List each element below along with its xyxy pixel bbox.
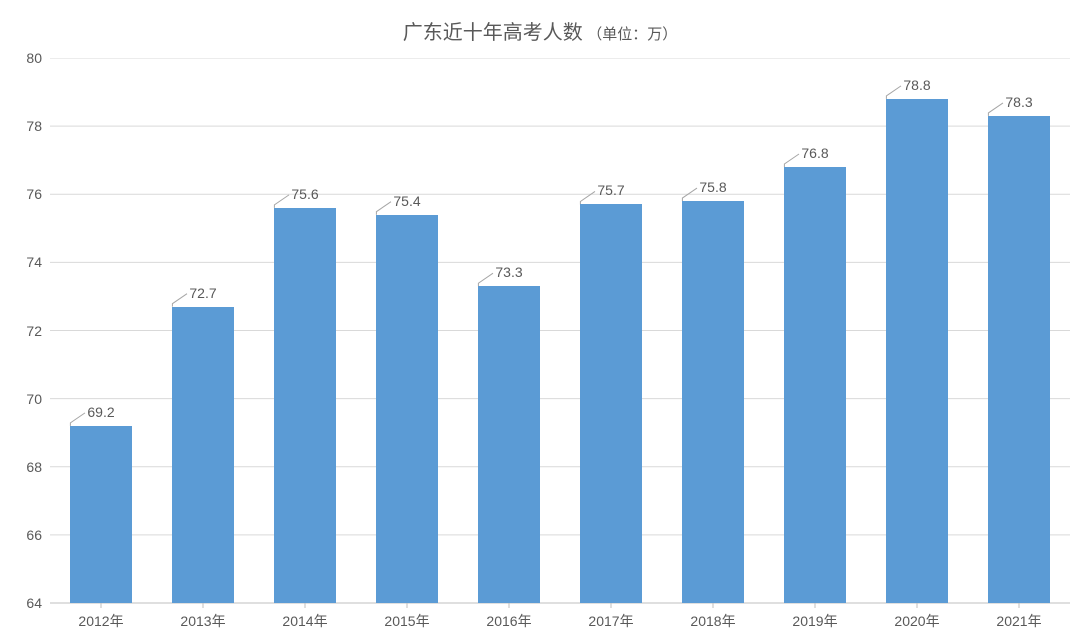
data-label: 73.3	[495, 264, 522, 280]
x-tick-label: 2019年	[792, 611, 837, 631]
leader-line	[886, 86, 901, 99]
bar	[478, 286, 539, 603]
bar	[784, 167, 845, 603]
data-label: 78.8	[903, 77, 930, 93]
leader-line	[478, 273, 493, 286]
data-label: 75.7	[597, 182, 624, 198]
x-tick-label: 2014年	[282, 611, 327, 631]
leader-line	[70, 413, 85, 426]
data-label: 69.2	[87, 404, 114, 420]
chart-title-sub: （单位：万）	[587, 26, 677, 43]
y-tick-label: 78	[26, 118, 42, 134]
x-tick-label: 2015年	[384, 611, 429, 631]
y-tick-label: 80	[26, 50, 42, 66]
data-label: 76.8	[801, 145, 828, 161]
plot-area: 64666870727476788069.22012年72.72013年75.6…	[50, 58, 1070, 603]
leader-line	[580, 191, 595, 204]
leader-line	[988, 103, 1003, 116]
bar	[70, 426, 131, 603]
leader-line	[784, 154, 799, 167]
x-tick-label: 2018年	[690, 611, 735, 631]
y-tick-label: 72	[26, 323, 42, 339]
bar	[376, 215, 437, 603]
y-tick-label: 66	[26, 527, 42, 543]
x-tick-label: 2017年	[588, 611, 633, 631]
bar	[580, 204, 641, 603]
chart-container: 广东近十年高考人数 （单位：万） 64666870727476788069.22…	[0, 0, 1080, 641]
x-tick-label: 2012年	[78, 611, 123, 631]
y-tick-label: 74	[26, 254, 42, 270]
x-tick-label: 2021年	[996, 611, 1041, 631]
x-tick-label: 2016年	[486, 611, 531, 631]
leader-line	[172, 294, 187, 307]
chart-title-main: 广东近十年高考人数	[403, 22, 583, 44]
data-label: 75.4	[393, 193, 420, 209]
y-tick-label: 76	[26, 186, 42, 202]
data-label: 72.7	[189, 285, 216, 301]
x-tick-label: 2020年	[894, 611, 939, 631]
bar	[682, 201, 743, 603]
bar	[274, 208, 335, 603]
leader-line	[274, 195, 289, 208]
y-tick-label: 68	[26, 459, 42, 475]
chart-title: 广东近十年高考人数 （单位：万）	[0, 16, 1080, 45]
y-tick-label: 70	[26, 391, 42, 407]
leader-line	[376, 202, 391, 215]
data-label: 75.6	[291, 186, 318, 202]
bar	[988, 116, 1049, 603]
data-label: 75.8	[699, 179, 726, 195]
bar	[886, 99, 947, 603]
bar	[172, 307, 233, 603]
y-tick-label: 64	[26, 595, 42, 611]
data-label: 78.3	[1005, 94, 1032, 110]
x-tick-label: 2013年	[180, 611, 225, 631]
